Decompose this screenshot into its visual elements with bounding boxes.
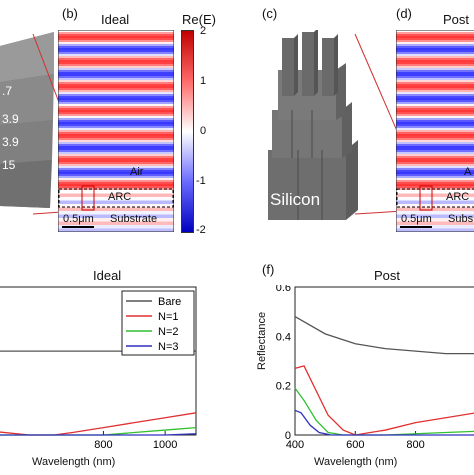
label-substrate: Substrate: [110, 213, 158, 225]
x-tick-label: 600: [346, 439, 364, 451]
x-tick-label: 400: [286, 439, 304, 451]
y-tick-label: 0.4: [276, 331, 291, 343]
legend-label: N=1: [158, 311, 179, 323]
panel-f-ylabel: Reflectance: [256, 311, 268, 370]
colorbar-tick-2: 2: [200, 25, 207, 37]
legend-label: Bare: [158, 296, 181, 308]
legend-label: N=2: [158, 326, 179, 338]
silicon-pillar-render: [268, 30, 358, 220]
y-tick-label: 0.6: [276, 285, 291, 294]
series-line-bare: [294, 316, 474, 355]
layer-label-2: 3.9: [2, 112, 19, 126]
colorbar-title: Re(E): [182, 12, 216, 27]
chart-ideal: 800 1000 Bare N=1 N=2 N=3: [0, 286, 197, 451]
legend-label: N=3: [158, 341, 179, 353]
post-label-arc: ARC: [446, 191, 470, 203]
panel-d-tag: (d): [396, 6, 412, 21]
silicon-label: Silicon: [270, 190, 321, 209]
series-line-n2: [294, 387, 474, 436]
post-label-substrate: Subs: [448, 213, 474, 225]
x-tick-label: 800: [406, 439, 424, 451]
colorbar-tick-1: 1: [200, 75, 207, 87]
colorbar-tick-0: 0: [200, 125, 207, 137]
panel-f-title: Post: [374, 268, 401, 283]
panel-e-title: Ideal: [93, 268, 122, 283]
panel-b-tag: (b): [62, 6, 78, 21]
post-scale-bar-label: 0.5μm: [401, 213, 432, 225]
field-map-ideal: [58, 30, 174, 232]
panel-b-title: Ideal: [101, 12, 130, 27]
series-line-n3: [294, 409, 474, 436]
chart-post: 400 600 800 0 0.2 0.4 0.6: [276, 285, 474, 451]
panel-d-title: Post: [443, 12, 470, 27]
layer-label-1: .7: [2, 84, 13, 98]
post-label-air: A: [464, 166, 472, 178]
x-tick-label: 800: [94, 439, 112, 451]
y-tick-label: 0.2: [276, 381, 291, 393]
field-map-post: [396, 30, 474, 232]
colorbar-tick-neg2: -2: [196, 224, 206, 236]
panel-c-tag: (c): [262, 6, 278, 21]
series-line-n1: [0, 412, 197, 436]
colorbar-tick-neg1: -1: [196, 175, 206, 187]
label-air: Air: [130, 166, 144, 178]
panel-f-tag: (f): [262, 262, 275, 277]
panel-f-xlabel: Wavelength (nm): [314, 456, 398, 468]
colorbar: [181, 30, 194, 233]
panel-e-xlabel: Wavelength (nm): [32, 456, 116, 468]
y-tick-label: 0: [285, 430, 291, 442]
series-line-n3: [0, 433, 197, 436]
layer-label-4: 15: [2, 158, 16, 172]
plot-frame: [294, 286, 474, 436]
scale-bar-label: 0.5μm: [63, 213, 94, 225]
series-line-n1: [294, 365, 474, 436]
label-arc: ARC: [108, 191, 132, 203]
panel-a-layers: [0, 32, 54, 208]
x-tick-label: 1000: [153, 439, 177, 451]
layer-label-3: 3.9: [2, 135, 19, 149]
